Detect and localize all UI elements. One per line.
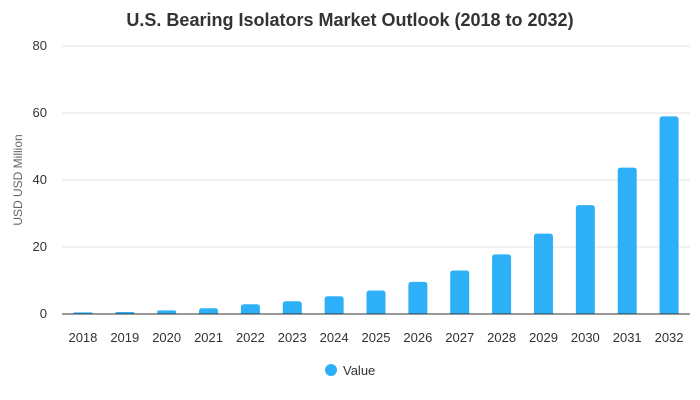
bar-2023[interactable] xyxy=(282,301,302,314)
bar-2019[interactable] xyxy=(115,311,135,314)
bar-2022[interactable] xyxy=(240,304,260,314)
bar-2027[interactable] xyxy=(450,270,470,314)
x-tick-label: 2019 xyxy=(110,330,139,345)
x-tick-label: 2023 xyxy=(278,330,307,345)
bar-2030[interactable] xyxy=(575,205,595,314)
x-axis-ticks: 2018 2019 2020 2021 2022 2023 2024 2025 2026 2027… xyxy=(68,330,683,345)
bar-2029[interactable] xyxy=(533,233,553,314)
x-tick-label: 2018 xyxy=(68,330,97,345)
y-tick-label: 0 xyxy=(40,306,47,321)
x-tick-label: 2031 xyxy=(613,330,642,345)
y-axis-title: USD USD Million xyxy=(11,134,25,225)
x-tick-label: 2028 xyxy=(487,330,516,345)
x-tick-label: 2032 xyxy=(655,330,684,345)
bar-2031[interactable] xyxy=(617,167,637,314)
y-tick-label: 20 xyxy=(33,239,47,254)
bars xyxy=(73,116,679,314)
gridlines xyxy=(62,45,690,248)
x-tick-label: 2029 xyxy=(529,330,558,345)
x-tick-label: 2026 xyxy=(403,330,432,345)
y-tick-label: 40 xyxy=(33,172,47,187)
bar-2024[interactable] xyxy=(324,296,344,314)
x-tick-label: 2020 xyxy=(152,330,181,345)
x-tick-label: 2025 xyxy=(362,330,391,345)
x-tick-label: 2030 xyxy=(571,330,600,345)
bar-2026[interactable] xyxy=(408,281,428,314)
y-tick-label: 80 xyxy=(33,38,47,53)
chart-title: U.S. Bearing Isolators Market Outlook (2… xyxy=(126,10,573,30)
y-axis-ticks: 0 20 40 60 80 xyxy=(33,38,47,321)
bar-2028[interactable] xyxy=(492,254,512,314)
bar-2021[interactable] xyxy=(199,308,219,314)
y-tick-label: 60 xyxy=(33,105,47,120)
x-tick-label: 2024 xyxy=(320,330,349,345)
legend-marker xyxy=(325,364,337,376)
legend[interactable]: Value xyxy=(325,363,375,378)
legend-label-value: Value xyxy=(343,363,375,378)
bar-2025[interactable] xyxy=(366,290,386,314)
x-tick-label: 2022 xyxy=(236,330,265,345)
bar-2032[interactable] xyxy=(659,116,679,314)
bar-2020[interactable] xyxy=(157,310,177,314)
x-tick-label: 2021 xyxy=(194,330,223,345)
x-tick-label: 2027 xyxy=(445,330,474,345)
